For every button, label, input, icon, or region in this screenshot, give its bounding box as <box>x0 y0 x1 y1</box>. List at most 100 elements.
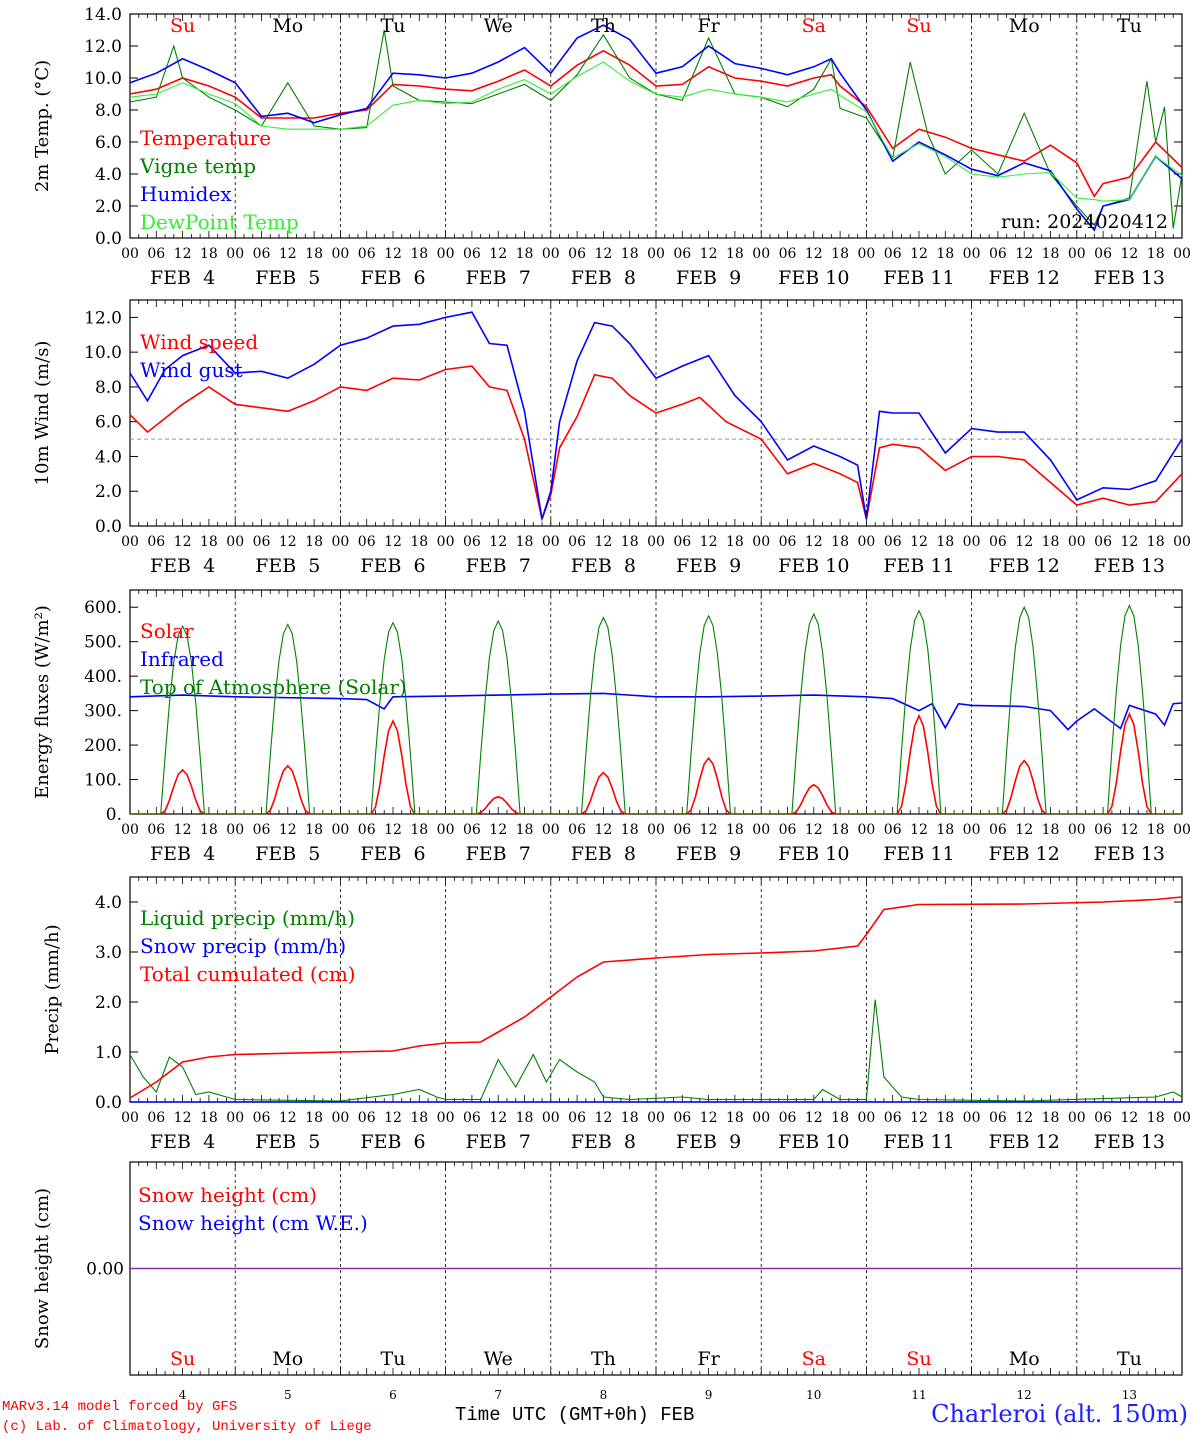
weekday-label: Su <box>906 15 931 37</box>
day-number-label: 7 <box>494 1388 502 1402</box>
weekday-label: Sa <box>802 1348 826 1370</box>
credit-model: MARv3.14 model forced by GFS <box>2 1399 238 1415</box>
hour-label: 00 <box>647 1110 665 1126</box>
date-label: FEB 7 <box>466 267 531 289</box>
y-tick-label: 1.0 <box>95 1043 122 1063</box>
hour-label: 06 <box>358 246 376 262</box>
hour-label: 06 <box>568 1110 586 1126</box>
legend-entry: Liquid precip (mm/h) <box>140 906 355 930</box>
hour-label: 00 <box>121 246 139 262</box>
date-label: FEB 4 <box>150 555 215 577</box>
hour-label: 06 <box>463 534 481 550</box>
hour-label: 12 <box>384 246 402 262</box>
hour-label: 00 <box>542 534 560 550</box>
hour-label: 18 <box>831 822 849 838</box>
hour-label: 06 <box>463 1110 481 1126</box>
date-label: FEB 9 <box>676 267 741 289</box>
hour-label: 06 <box>673 534 691 550</box>
hour-label: 12 <box>489 534 507 550</box>
weekday-label: We <box>484 15 513 37</box>
hour-label: 06 <box>1094 246 1112 262</box>
hour-label: 12 <box>594 822 612 838</box>
date-label: FEB 11 <box>883 843 954 865</box>
weekday-label: Mo <box>1009 1348 1040 1370</box>
weekday-label: Tu <box>381 15 406 37</box>
y-tick-label: 8.0 <box>95 378 122 398</box>
hour-label: 00 <box>437 534 455 550</box>
hour-label: 06 <box>779 822 797 838</box>
hour-label: 00 <box>857 534 875 550</box>
date-label: FEB 7 <box>466 1131 531 1153</box>
hour-label: 06 <box>568 246 586 262</box>
date-label: FEB 10 <box>778 555 849 577</box>
hour-label: 00 <box>963 822 981 838</box>
date-label: FEB 10 <box>778 267 849 289</box>
y-tick-label: 100. <box>84 771 122 791</box>
hour-label: 00 <box>963 534 981 550</box>
y-tick-label: 3.0 <box>95 943 122 963</box>
date-label: FEB 5 <box>255 555 320 577</box>
hour-label: 18 <box>516 1110 534 1126</box>
y-tick-label: 2.0 <box>95 482 122 502</box>
hour-label: 12 <box>700 822 718 838</box>
y-tick-label: 0.0 <box>95 517 122 537</box>
panel-3: 0. 100. 200. 300. 400. 500. 600. Energy fluxes … <box>32 589 1191 865</box>
hour-label: 00 <box>542 1110 560 1126</box>
hour-label: 18 <box>305 1110 323 1126</box>
hour-label: 12 <box>1120 534 1138 550</box>
hour-label: 06 <box>147 534 165 550</box>
date-label: FEB 10 <box>778 843 849 865</box>
day-number-label: 12 <box>1017 1388 1032 1402</box>
date-label: FEB 10 <box>778 1131 849 1153</box>
hour-label: 18 <box>410 246 428 262</box>
hour-label: 12 <box>700 534 718 550</box>
weekday-label: Th <box>591 15 616 37</box>
y-tick-label: 400. <box>84 667 122 687</box>
hour-label: 00 <box>963 1110 981 1126</box>
hour-label: 18 <box>1147 246 1165 262</box>
hour-label: 06 <box>989 246 1007 262</box>
hour-label: 06 <box>884 246 902 262</box>
weekday-label: Tu <box>1117 1348 1142 1370</box>
series-line-total-cumulated-cm- <box>129 896 1183 1099</box>
hour-label: 00 <box>226 246 244 262</box>
date-label: FEB 5 <box>255 1131 320 1153</box>
hour-label: 18 <box>1147 1110 1165 1126</box>
legend-entry: Wind speed <box>140 330 258 354</box>
day-number-label: 6 <box>389 1388 397 1402</box>
hour-label: 12 <box>174 534 192 550</box>
hour-label: 06 <box>779 534 797 550</box>
hour-label: 18 <box>200 1110 218 1126</box>
hour-label: 18 <box>516 822 534 838</box>
series-line-wind-speed <box>129 365 1183 522</box>
legend-entry: Temperature <box>140 126 271 150</box>
hour-label: 00 <box>542 246 560 262</box>
hour-label: 12 <box>1015 1110 1033 1126</box>
date-label: FEB 8 <box>571 1131 636 1153</box>
hour-label: 00 <box>331 822 349 838</box>
hour-label: 12 <box>910 1110 928 1126</box>
series-line-temperature <box>129 49 1183 198</box>
hour-label: 18 <box>200 534 218 550</box>
hour-label: 12 <box>174 1110 192 1126</box>
hour-label: 06 <box>884 1110 902 1126</box>
weekday-label: Fr <box>697 1348 720 1370</box>
hour-label: 12 <box>174 822 192 838</box>
y-tick-label: 500. <box>84 633 122 653</box>
weekday-label: Mo <box>1009 15 1040 37</box>
hour-label: 12 <box>1120 246 1138 262</box>
credit-lab: (c) Lab. of Climatology, University of L… <box>2 1419 372 1435</box>
hour-label: 18 <box>726 246 744 262</box>
day-number-label: 9 <box>705 1388 713 1402</box>
hour-label: 12 <box>174 246 192 262</box>
hour-label: 12 <box>594 534 612 550</box>
hour-label: 18 <box>200 246 218 262</box>
hour-label: 18 <box>726 822 744 838</box>
legend-entry: Vigne temp <box>139 154 256 178</box>
hour-label: 12 <box>1120 822 1138 838</box>
date-label: FEB 5 <box>255 267 320 289</box>
hour-label: 00 <box>226 534 244 550</box>
hour-label: 12 <box>805 246 823 262</box>
y-axis-label: Snow height (cm) <box>32 1188 53 1349</box>
weekday-label: Tu <box>1117 15 1142 37</box>
